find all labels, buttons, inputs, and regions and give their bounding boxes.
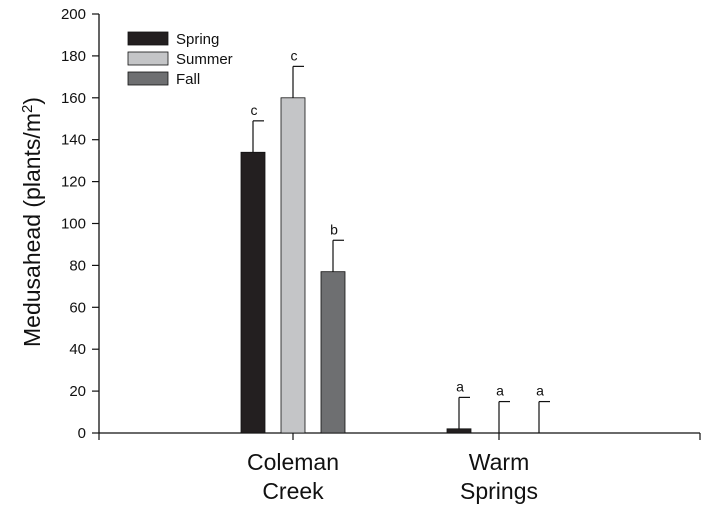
category-label: Springs xyxy=(460,478,538,504)
significance-letter: a xyxy=(536,383,544,399)
legend-label-spring: Spring xyxy=(176,31,219,48)
y-axis-title-main: Medusahead (plants/m xyxy=(19,113,45,347)
y-tick-label: 80 xyxy=(69,257,86,274)
category-label: Warm xyxy=(469,449,529,475)
y-tick-label: 120 xyxy=(61,174,86,191)
bars xyxy=(240,97,472,434)
significance-letter: c xyxy=(291,47,298,63)
legend-swatch-spring xyxy=(127,31,169,46)
y-axis-title-sup: 2 xyxy=(19,105,36,113)
significance-letter: a xyxy=(496,383,504,399)
y-tick-label: 160 xyxy=(61,90,86,107)
significance-letter: c xyxy=(251,102,258,118)
legend-swatch-summer xyxy=(127,51,169,66)
x-axis-ticks xyxy=(98,433,701,440)
y-tick-label: 0 xyxy=(78,425,86,442)
significance-letter: a xyxy=(456,378,464,394)
y-tick-label: 200 xyxy=(61,6,86,23)
y-tick-label: 100 xyxy=(61,216,86,233)
category-label: Coleman xyxy=(247,449,339,475)
y-axis-title: Medusahead (plants/m2) xyxy=(19,97,46,347)
bar-summer xyxy=(280,97,306,434)
bar-fall xyxy=(320,271,346,434)
category-labels: Coleman Creek Warm Springs xyxy=(247,449,538,504)
error-bars xyxy=(252,65,550,433)
y-tick-label: 60 xyxy=(69,299,86,316)
bar-spring xyxy=(240,151,266,434)
bar-spring xyxy=(446,428,472,434)
legend-label-summer: Summer xyxy=(176,51,233,68)
y-axis-ticks: 0 20 40 60 80 100 120 140 160 180 200 xyxy=(61,6,99,442)
y-tick-label: 20 xyxy=(69,383,86,400)
y-tick-label: 140 xyxy=(61,132,86,149)
legend: Spring Summer Fall xyxy=(127,31,233,88)
category-label: Creek xyxy=(262,478,324,504)
y-axis-title-end: ) xyxy=(19,97,45,105)
legend-swatch-fall xyxy=(127,71,169,86)
significance-letter: b xyxy=(330,221,338,237)
legend-label-fall: Fall xyxy=(176,71,200,88)
y-tick-label: 40 xyxy=(69,341,86,358)
significance-letters: c a c a b a xyxy=(251,47,545,398)
y-tick-label: 180 xyxy=(61,48,86,65)
